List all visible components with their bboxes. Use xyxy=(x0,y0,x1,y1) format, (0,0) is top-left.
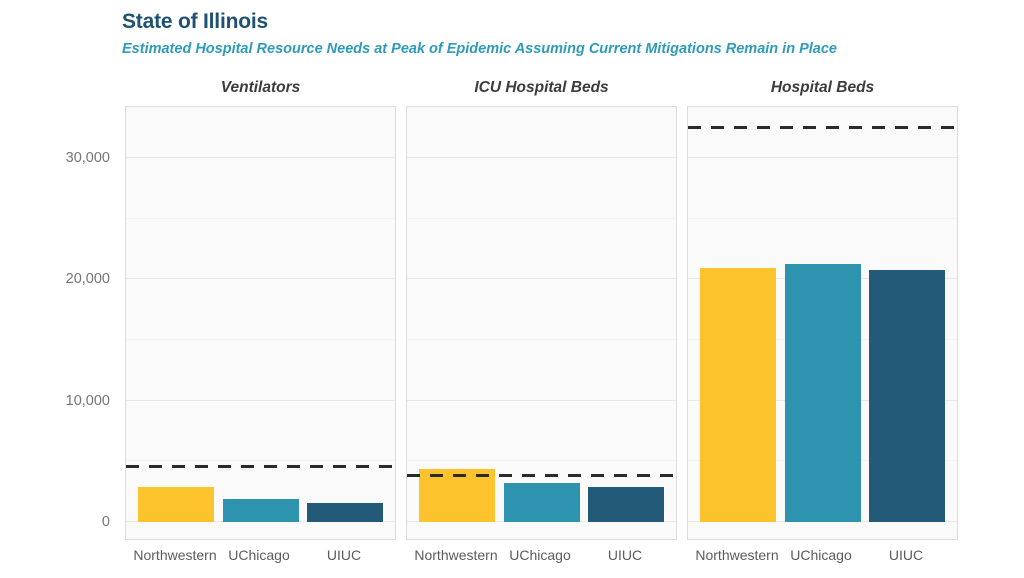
capacity-dashed-line xyxy=(688,126,957,130)
bar-uchicago xyxy=(222,498,299,522)
y-axis-tick-label: 20,000 xyxy=(65,271,110,288)
gridline-minor xyxy=(126,217,395,219)
gridline-minor xyxy=(407,217,676,219)
gridline-major xyxy=(407,399,676,401)
y-axis-tick-label: 30,000 xyxy=(65,149,110,166)
bar-northwestern xyxy=(700,268,776,522)
x-axis-label-uchicago: UChicago xyxy=(509,547,571,563)
bar-northwestern xyxy=(419,468,495,522)
x-axis-label-uchicago: UChicago xyxy=(228,547,290,563)
gridline-major xyxy=(407,156,676,158)
bar-uiuc xyxy=(588,486,664,522)
plot-area-icu-hospital-beds xyxy=(406,106,677,540)
bar-uchicago xyxy=(784,263,861,522)
chart-subtitle: Estimated Hospital Resource Needs at Pea… xyxy=(122,41,837,57)
capacity-dashed-line xyxy=(407,474,676,478)
x-axis-label-uchicago: UChicago xyxy=(790,547,852,563)
x-axis-label-northwestern: Northwestern xyxy=(695,547,779,563)
panel-hospital-beds: Hospital Beds Northwestern UChicago UIUC xyxy=(687,79,958,567)
x-axis-labels: Northwestern UChicago UIUC xyxy=(406,547,675,567)
gridline-minor xyxy=(126,338,395,340)
chart-title: State of Illinois xyxy=(122,10,268,33)
panel-title-ventilators: Ventilators xyxy=(220,79,301,96)
panel-icu-hospital-beds: ICU Hospital Beds Northwestern UChicago … xyxy=(406,79,677,567)
gridline-minor xyxy=(126,460,395,462)
y-axis-tick-label: 0 xyxy=(101,514,110,530)
gridline-major xyxy=(126,399,395,401)
gridline-major xyxy=(126,278,395,280)
plot-area-ventilators xyxy=(125,106,396,540)
x-axis-label-uiuc: UIUC xyxy=(607,547,643,563)
gridline-minor xyxy=(688,217,957,219)
capacity-dashed-line xyxy=(126,464,395,468)
x-axis-label-uiuc: UIUC xyxy=(326,547,362,563)
x-axis-label-northwestern: Northwestern xyxy=(133,547,217,563)
gridline-minor xyxy=(407,460,676,462)
gridline-major xyxy=(688,156,957,158)
bar-northwestern xyxy=(138,486,214,522)
x-axis-label-northwestern: Northwestern xyxy=(414,547,498,563)
gridline-major xyxy=(126,156,395,158)
x-axis-labels: Northwestern UChicago UIUC xyxy=(687,547,956,567)
panel-ventilators: Ventilators Northwestern UChicago UIUC xyxy=(125,79,396,567)
bar-uiuc xyxy=(869,269,945,522)
panel-title-hospital-beds: Hospital Beds xyxy=(770,79,875,96)
plot-area-hospital-beds xyxy=(687,106,958,540)
panel-title-icu-hospital-beds: ICU Hospital Beds xyxy=(474,79,609,96)
bar-uiuc xyxy=(307,502,383,522)
bar-uchicago xyxy=(503,483,580,522)
gridline-minor xyxy=(407,338,676,340)
x-axis-label-uiuc: UIUC xyxy=(888,547,924,563)
x-axis-labels: Northwestern UChicago UIUC xyxy=(125,547,394,567)
gridline-major xyxy=(407,278,676,280)
y-axis-tick-label: 10,000 xyxy=(65,392,110,409)
